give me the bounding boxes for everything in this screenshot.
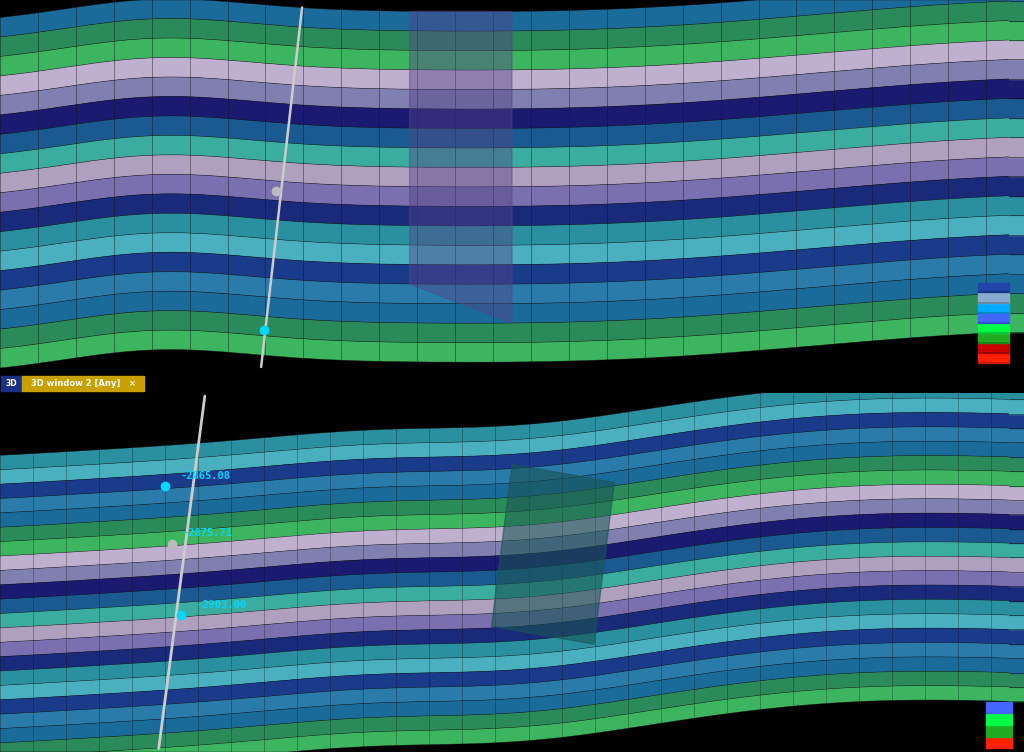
Text: 3D: 3D [5,379,17,388]
Bar [1009,658,1024,672]
Bar [1009,457,1024,472]
Bar [1009,254,1024,274]
Bar [1009,572,1024,587]
Bar [1009,138,1024,157]
Bar [1009,79,1024,99]
Bar [1009,687,1024,702]
Bar [978,334,1009,343]
Bar [1009,514,1024,529]
Bar [1009,601,1024,615]
Bar [978,283,1009,293]
Bar [986,714,1012,725]
Bar [1009,414,1024,428]
Bar [1,376,22,391]
Bar [1009,99,1024,118]
Bar [986,726,1012,736]
Bar [1009,313,1024,332]
Bar [1009,293,1024,313]
Bar [986,738,1012,748]
Bar [1009,176,1024,196]
Text: -2903.00: -2903.00 [197,600,247,610]
Bar [1009,59,1024,79]
Bar [978,344,1009,353]
Bar [1009,1,1024,20]
Bar [978,303,1009,313]
Bar [22,375,144,392]
Bar [1009,442,1024,457]
Polygon shape [492,465,614,644]
Bar [1009,644,1024,658]
Bar [1009,428,1024,442]
Bar [1009,0,1024,1]
Bar [1009,215,1024,235]
Text: -2865.08: -2865.08 [180,471,230,481]
Bar [1009,20,1024,40]
Bar [978,323,1009,333]
Bar [1009,500,1024,514]
Bar [978,314,1009,323]
Bar [1009,399,1024,414]
Polygon shape [410,11,512,323]
Bar [1009,629,1024,644]
Bar [978,293,1009,302]
Bar [978,354,1009,363]
Bar [1009,118,1024,138]
Bar [1009,196,1024,215]
Bar [1009,672,1024,687]
Text: -2875.71: -2875.71 [182,529,232,538]
Bar [1009,472,1024,486]
Bar [1009,543,1024,557]
Bar [1009,587,1024,601]
Bar [986,702,1012,713]
Bar [1009,235,1024,254]
Bar [1009,393,1024,399]
Bar [1009,486,1024,500]
Bar [1009,157,1024,176]
Bar [1009,529,1024,543]
Bar [1009,40,1024,59]
Bar [1009,615,1024,629]
Text: 3D window 2 [Any]   ×: 3D window 2 [Any] × [31,379,135,388]
Bar [1009,274,1024,293]
Bar [1009,557,1024,572]
